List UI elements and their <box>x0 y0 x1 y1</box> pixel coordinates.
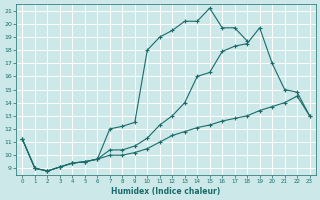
X-axis label: Humidex (Indice chaleur): Humidex (Indice chaleur) <box>111 187 221 196</box>
